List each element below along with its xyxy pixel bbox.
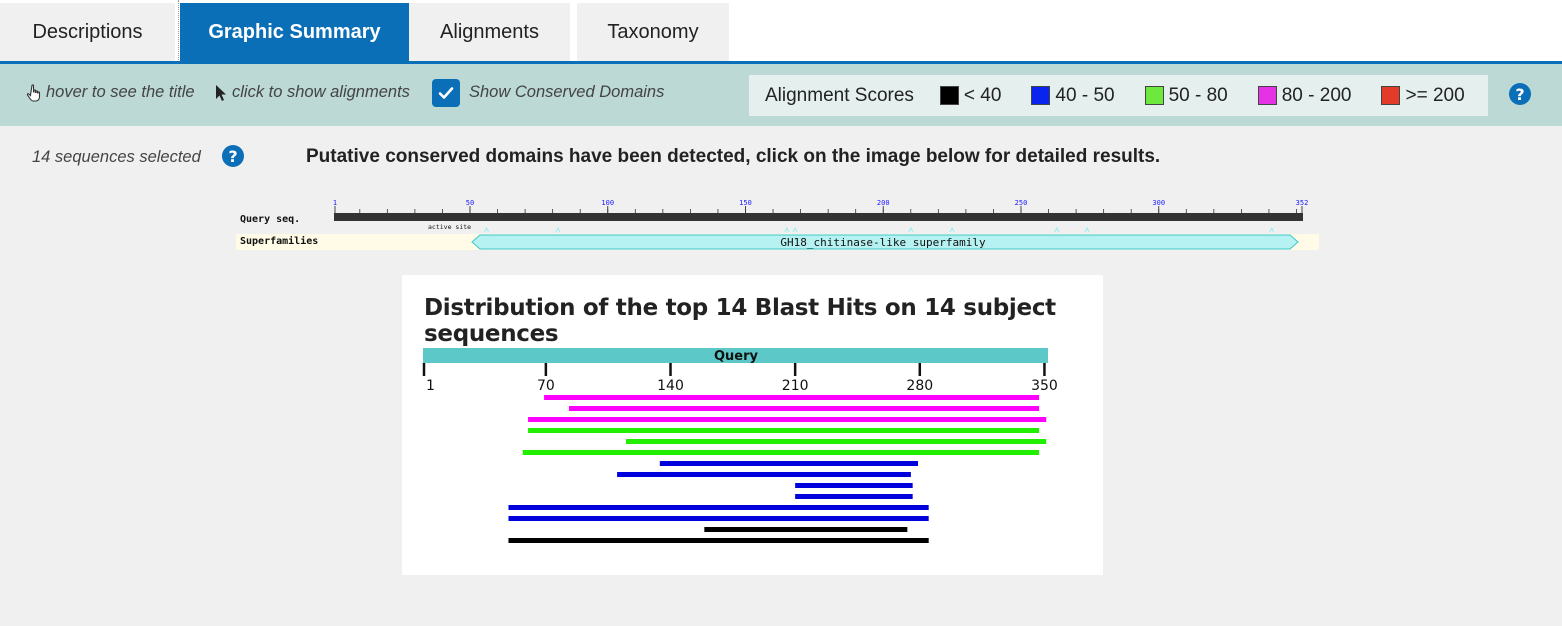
legend-item-80-200: 80 - 200: [1257, 84, 1352, 107]
active-site-mark: [784, 226, 790, 233]
ruler-tick-label: 300: [1152, 199, 1165, 207]
active-site-mark: [792, 226, 798, 233]
hit-bar[interactable]: [508, 538, 929, 543]
conserved-domains-image[interactable]: 1 50 100 150 200 250 300 352 Query seq. Superfa…: [236, 196, 1322, 252]
tab-bar: Descriptions Graphic Summary Alignments …: [0, 0, 1562, 64]
legend-swatch: [939, 86, 959, 105]
hit-bar[interactable]: [795, 483, 913, 488]
legend-swatch: [1144, 86, 1164, 105]
legend-item-50-80: 50 - 80: [1144, 84, 1228, 107]
hit-bar[interactable]: [659, 461, 919, 466]
tab-graphic-summary[interactable]: Graphic Summary: [180, 3, 409, 62]
distribution-tick-label: 350: [1031, 378, 1058, 394]
hit-bar[interactable]: [508, 505, 929, 510]
legend-label: >= 200: [1405, 84, 1465, 106]
active-site-mark: [1054, 226, 1060, 233]
legend-item-gte200: >= 200: [1381, 84, 1465, 107]
query-seq-bar: [334, 213, 1303, 221]
active-site-mark: [484, 226, 489, 233]
legend-item-lt40: < 40: [939, 84, 1002, 107]
ruler-tick-label: 250: [1015, 199, 1028, 207]
scores-help-icon[interactable]: ?: [1509, 83, 1531, 105]
ruler-tick-label: 50: [466, 199, 474, 207]
tab-descriptions[interactable]: Descriptions: [0, 3, 175, 62]
hit-bar[interactable]: [522, 450, 1040, 455]
distribution-tick-label: 280: [906, 378, 933, 394]
hit-bar[interactable]: [625, 439, 1047, 444]
ruler-tick-label: 100: [601, 199, 614, 207]
hover-hint-label: hover to see the title: [46, 83, 195, 101]
active-site-mark: [555, 226, 561, 233]
domain-label: GH18_chitinase-like superfamily: [780, 236, 986, 249]
query-seq-label: Query seq.: [240, 214, 300, 225]
hit-bars: [508, 395, 1047, 543]
legend-label: < 40: [963, 84, 1002, 106]
distribution-tick-label: 210: [782, 378, 809, 394]
show-conserved-domains-checkbox[interactable]: [432, 79, 460, 107]
ruler-tick-label: 352: [1296, 199, 1309, 207]
graphic-toolbar: hover to see the title click to show ali…: [0, 64, 1562, 126]
superfamilies-label: Superfamilies: [240, 235, 318, 247]
show-domains-text: Show Conserved Domains: [469, 83, 665, 101]
legend-label: 40 - 50: [1055, 84, 1115, 106]
tab-divider: [178, 0, 179, 62]
active-site-mark: [949, 226, 955, 233]
hit-bar[interactable]: [528, 417, 1047, 422]
show-domains-label[interactable]: Show Conserved Domains: [469, 83, 664, 102]
hit-bar[interactable]: [528, 428, 1040, 433]
distribution-title: Distribution of the top 14 Blast Hits on…: [424, 295, 1056, 347]
tab-underline: [0, 61, 1562, 64]
hit-distribution-chart[interactable]: Query 1 70 140 210 280 350: [402, 275, 1103, 575]
hit-bar[interactable]: [508, 516, 929, 521]
graphic-summary-panel: 14 sequences selected ? Putative conserv…: [0, 126, 1562, 626]
scores-title: Alignment Scores: [765, 84, 914, 106]
legend-swatch: [1381, 86, 1401, 105]
hit-bar[interactable]: [544, 395, 1040, 400]
legend-swatch: [1031, 86, 1051, 105]
alignment-scores-legend: Alignment Scores < 40 40 - 50 50 - 80 80…: [749, 75, 1488, 116]
tab-alignments[interactable]: Alignments: [409, 3, 570, 62]
distribution-tick-label: 1: [426, 378, 435, 394]
hit-bar[interactable]: [569, 406, 1040, 411]
hit-bar[interactable]: [795, 494, 913, 499]
query-ruler: 1 50 100 150 200 250 300 352: [333, 199, 1308, 213]
query-bar: [423, 348, 1048, 363]
active-site-mark: [1269, 226, 1275, 233]
active-site-mark: [1084, 226, 1090, 233]
distribution-tick-label: 140: [657, 378, 684, 394]
tab-taxonomy[interactable]: Taxonomy: [577, 3, 729, 62]
ruler-tick-label: 200: [877, 199, 890, 207]
hover-hint: hover to see the title: [26, 83, 195, 102]
hit-bar[interactable]: [617, 472, 911, 477]
hand-pointer-icon: [26, 83, 41, 102]
legend-label: 50 - 80: [1168, 84, 1228, 106]
click-hint-label: click to show alignments: [232, 83, 410, 101]
hit-bar[interactable]: [704, 527, 908, 532]
active-site-mark: [908, 226, 914, 233]
cursor-arrow-icon: [216, 84, 226, 101]
active-site-label: active site: [428, 223, 471, 231]
ruler-tick-label: 150: [739, 199, 752, 207]
conserved-domains-message: Putative conserved domains have been det…: [306, 146, 1161, 167]
hit-distribution-panel: Distribution of the top 14 Blast Hits on…: [402, 275, 1103, 575]
legend-item-40-50: 40 - 50: [1031, 84, 1115, 107]
click-hint: click to show alignments: [214, 83, 410, 102]
legend-swatch: [1257, 86, 1277, 105]
checkmark-icon: [438, 87, 454, 99]
active-site-marks: [484, 226, 1275, 233]
distribution-ruler: 1 70 140 210 280 350: [422, 363, 1058, 394]
ruler-tick-label: 1: [333, 199, 337, 207]
query-bar-label: Query: [714, 349, 759, 364]
gh18-superfamily-domain[interactable]: [471, 234, 1299, 250]
legend-label: 80 - 200: [1281, 84, 1352, 106]
distribution-tick-label: 70: [537, 378, 555, 394]
selection-help-icon[interactable]: ?: [222, 145, 244, 167]
sequences-selected-text: 14 sequences selected: [32, 148, 201, 166]
